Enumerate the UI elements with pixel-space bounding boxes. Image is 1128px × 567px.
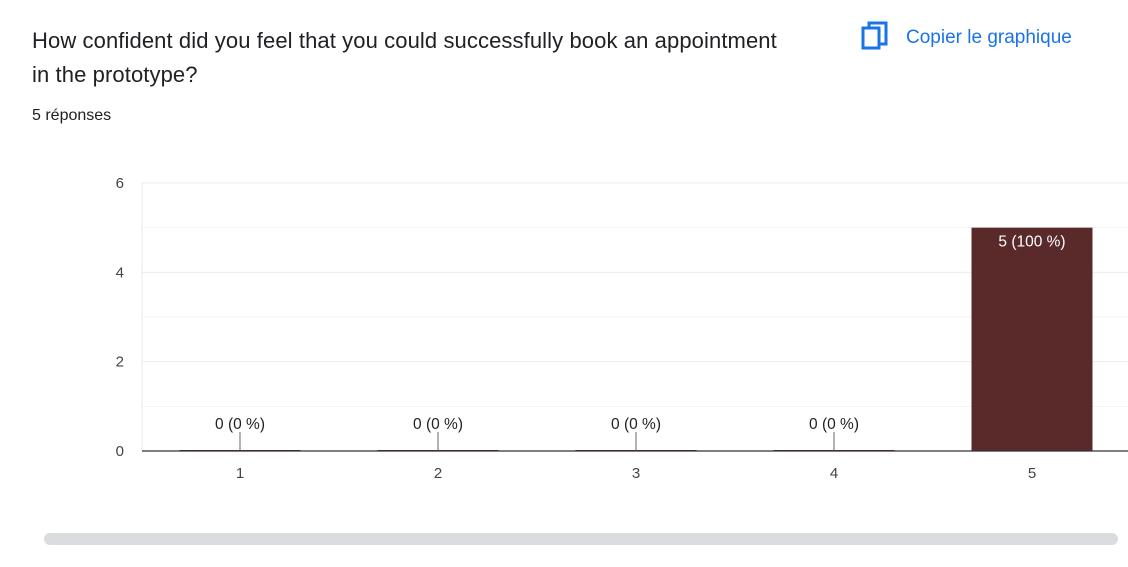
y-tick-label: 6 [116,175,124,192]
bar [971,227,1093,451]
bar-chart: 0 2 4 6 1 0 (0 %) 2 0 (0 %) 3 0 (0 %) 4 0 (0 %) 5 5 (… [116,175,1128,482]
data-label: 0 (0 %) [809,416,859,433]
x-tick-label: 3 [632,465,640,482]
question-title: How confident did you feel that you coul… [32,28,777,87]
response-count: 5 réponses [32,107,112,124]
x-tick-label: 2 [434,465,442,482]
y-tick-label: 4 [116,264,124,281]
data-label: 0 (0 %) [215,416,265,433]
data-label: 0 (0 %) [413,416,463,433]
copy-chart-button[interactable]: Copier le graphique [860,20,1072,56]
copy-icon [860,20,890,56]
x-tick-label: 4 [830,465,838,482]
y-tick-label: 2 [116,354,124,371]
data-label: 5 (100 %) [998,234,1065,251]
horizontal-scrollbar[interactable] [44,533,1118,545]
x-tick-label: 1 [236,465,244,482]
data-label: 0 (0 %) [611,416,661,433]
y-tick-label: 0 [116,443,124,460]
copy-chart-label: Copier le graphique [906,27,1072,48]
x-tick-label: 5 [1028,465,1036,482]
